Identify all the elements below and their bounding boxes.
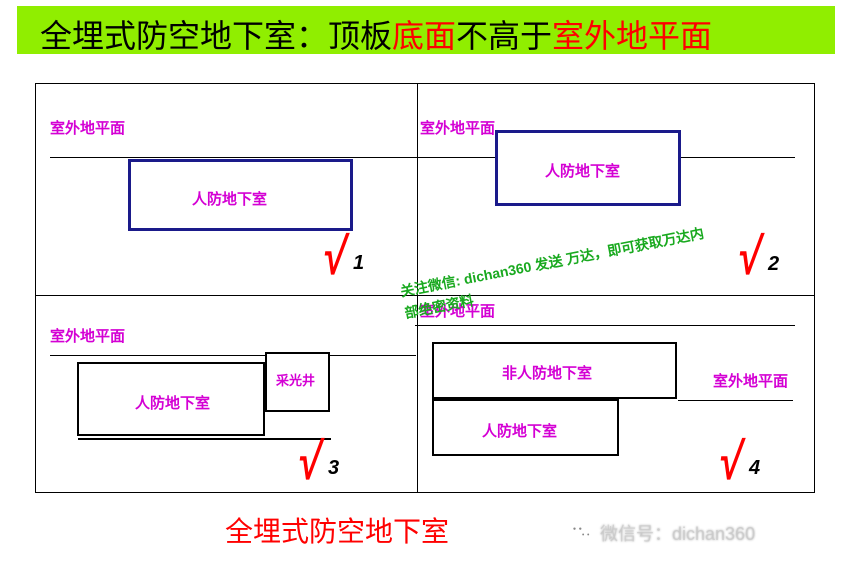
p3-basement-label: 人防地下室 (135, 392, 210, 413)
p1-number: 1 (353, 252, 364, 275)
p4-basement-label: 人防地下室 (482, 420, 557, 441)
footer-watermark-text: 微信号：dichan360 (600, 520, 755, 546)
header-span-4: 室外地平面 (552, 18, 712, 54)
p4-number: 4 (749, 457, 760, 480)
p2-ground-label: 室外地平面 (420, 117, 495, 138)
footer-watermark: 微信号：dichan360 (568, 520, 755, 546)
p3-lightwell-label: 采光井 (276, 370, 315, 389)
p3-number: 3 (328, 457, 339, 480)
p3-ground-line (50, 355, 416, 356)
p1-ground-label: 室外地平面 (50, 117, 125, 138)
wechat-icon (568, 522, 594, 544)
header-title: 全埋式防空地下室：顶板底面不高于室外地平面 (40, 11, 712, 57)
p1-ground-line (50, 157, 416, 158)
header-span-2: 底面 (392, 18, 456, 54)
p2-basement-label: 人防地下室 (545, 160, 620, 181)
p2-number: 2 (768, 253, 779, 276)
header-span-3: 不高于 (456, 18, 552, 54)
p4-ground-line-2 (678, 400, 793, 401)
p4-ground-label-2: 室外地平面 (713, 370, 788, 391)
p4-nonbasement-label: 非人防地下室 (502, 362, 592, 383)
p3-connector-line (78, 438, 331, 440)
p3-ground-label: 室外地平面 (50, 325, 125, 346)
bottom-caption: 全埋式防空地下室 (225, 510, 449, 550)
header-span-1: 全埋式防空地下室：顶板 (40, 18, 392, 54)
p1-basement-label: 人防地下室 (192, 188, 267, 209)
p4-ground-line (415, 325, 795, 326)
